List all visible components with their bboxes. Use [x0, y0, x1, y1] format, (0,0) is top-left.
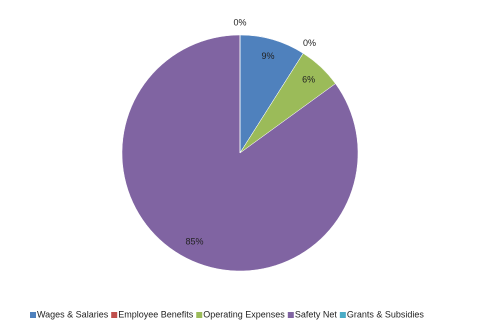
data-label: 0% — [233, 18, 246, 28]
legend-swatch — [30, 312, 36, 318]
legend-swatch — [111, 312, 118, 318]
legend-swatch — [196, 312, 203, 318]
legend-swatch — [339, 312, 346, 318]
legend-label: Operating Expenses — [203, 309, 285, 319]
legend-label: Safety Net — [295, 309, 338, 319]
data-label: 6% — [302, 74, 315, 84]
legend-swatch — [287, 312, 294, 318]
legend-label: Employee Benefits — [118, 309, 194, 319]
legend-label: Wages & Salaries — [37, 309, 109, 319]
data-label: 9% — [261, 51, 274, 61]
data-label: 85% — [185, 237, 203, 247]
legend-label: Grants & Subsidies — [347, 309, 425, 319]
data-label: 0% — [303, 38, 316, 48]
